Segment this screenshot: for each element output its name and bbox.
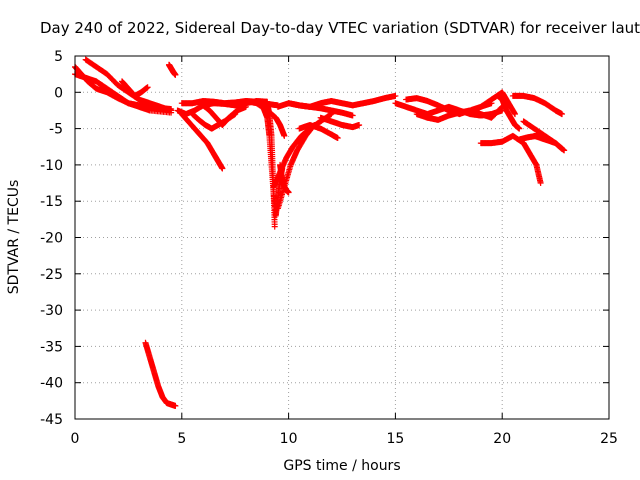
series-arc-recover-3 (277, 161, 292, 196)
series-arc-dip-3 (200, 102, 249, 128)
y-axis-label: SDTVAR / TECUs (6, 180, 22, 295)
y-tick-label: -10 (40, 158, 63, 174)
y-tick-label: -15 (40, 194, 63, 210)
y-tick-label: -40 (40, 376, 63, 392)
y-tick-label: 0 (54, 85, 63, 101)
data-point (144, 84, 151, 91)
y-tick-label: -45 (40, 412, 63, 428)
data-point (512, 111, 519, 118)
series-arc-deep (142, 339, 179, 409)
data-point (559, 145, 566, 152)
data-point (242, 103, 249, 110)
data-point (281, 132, 288, 139)
series-arc-early-4 (118, 78, 151, 99)
series-arc-mid-6 (317, 114, 363, 131)
series-arc-late-6 (509, 92, 566, 118)
x-tick-label: 15 (386, 431, 404, 447)
series-arc-late-3 (413, 103, 506, 123)
series-arc-mid-5 (296, 121, 341, 142)
series-arc-dip-1 (178, 111, 226, 172)
data-point (541, 135, 548, 142)
series-arc-late-4 (477, 89, 519, 118)
series-arc-late-5 (494, 92, 523, 132)
data-point (559, 111, 566, 118)
y-tick-label: -25 (40, 267, 63, 283)
data-point (168, 109, 175, 116)
y-tick-label: -35 (40, 339, 63, 355)
data-point (172, 402, 179, 409)
data-point (271, 223, 278, 230)
y-tick-label: -20 (40, 231, 63, 247)
data-point (392, 92, 399, 99)
data-point (349, 112, 356, 119)
data-point (516, 125, 523, 132)
data-point (285, 189, 292, 196)
axis-ticks: 0 5 10 15 20 25 5 0 -5 -10 -15 -20 -25 -30 -35 -40 -45 (40, 49, 618, 447)
data-point (219, 165, 226, 172)
series-arc-late-10 (516, 132, 548, 143)
y-tick-label: -30 (40, 303, 63, 319)
y-tick-label: 5 (54, 49, 63, 65)
y-tick-label: -5 (49, 122, 63, 138)
x-axis-label: GPS time / hours (283, 458, 400, 474)
series-arc-early-3 (72, 71, 175, 116)
chart-title: Day 240 of 2022, Sidereal Day-to-day VTE… (40, 19, 640, 37)
data-point (537, 180, 544, 187)
x-tick-label: 20 (493, 431, 511, 447)
x-tick-label: 0 (71, 431, 80, 447)
series-arc-mid-7 (285, 92, 399, 110)
data-point (356, 121, 363, 128)
x-tick-label: 5 (177, 431, 186, 447)
data-point (172, 71, 179, 78)
x-tick-label: 25 (600, 431, 618, 447)
data-point (334, 135, 341, 142)
data-series (72, 56, 568, 409)
series-arc-late-7 (477, 132, 544, 187)
series-arc-early-5 (165, 61, 179, 78)
x-tick-label: 10 (280, 431, 298, 447)
grid-lines (75, 56, 609, 419)
